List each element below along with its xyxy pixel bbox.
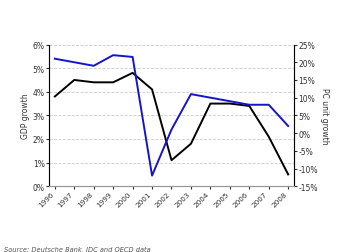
Real GDP (247, 105, 251, 108)
PC unit growth (208, 97, 212, 100)
PC unit growth (189, 93, 193, 96)
Real GDP (208, 103, 212, 106)
PC unit growth (169, 129, 174, 132)
PC unit growth (228, 100, 232, 103)
PC unit growth (53, 58, 57, 61)
Real GDP (228, 103, 232, 106)
Y-axis label: PC unit growth: PC unit growth (320, 88, 329, 144)
PC unit growth (267, 104, 271, 107)
Real GDP (111, 81, 115, 84)
PC unit growth (72, 61, 76, 65)
PC unit growth (131, 56, 135, 59)
PC unit growth (111, 54, 115, 57)
Line: PC unit growth: PC unit growth (55, 56, 288, 176)
Real GDP (189, 143, 193, 146)
Real GDP (92, 81, 96, 84)
Real GDP (150, 88, 154, 91)
Text: Source: Deutsche Bank, IDC and OECD data: Source: Deutsche Bank, IDC and OECD data (4, 246, 150, 252)
PC unit growth (150, 174, 154, 177)
PC unit growth (92, 65, 96, 68)
Real GDP (72, 79, 76, 82)
Y-axis label: GDP growth: GDP growth (21, 93, 30, 139)
PC unit growth (286, 125, 290, 128)
Real GDP (286, 173, 290, 176)
Real GDP (169, 159, 174, 162)
Real GDP (53, 96, 57, 99)
Line: Real GDP: Real GDP (55, 74, 288, 175)
Text: Figure 10: US GDP vs. PC units: Figure 10: US GDP vs. PC units (4, 8, 209, 21)
Real GDP (267, 136, 271, 139)
Real GDP (131, 72, 135, 75)
PC unit growth (247, 104, 251, 107)
